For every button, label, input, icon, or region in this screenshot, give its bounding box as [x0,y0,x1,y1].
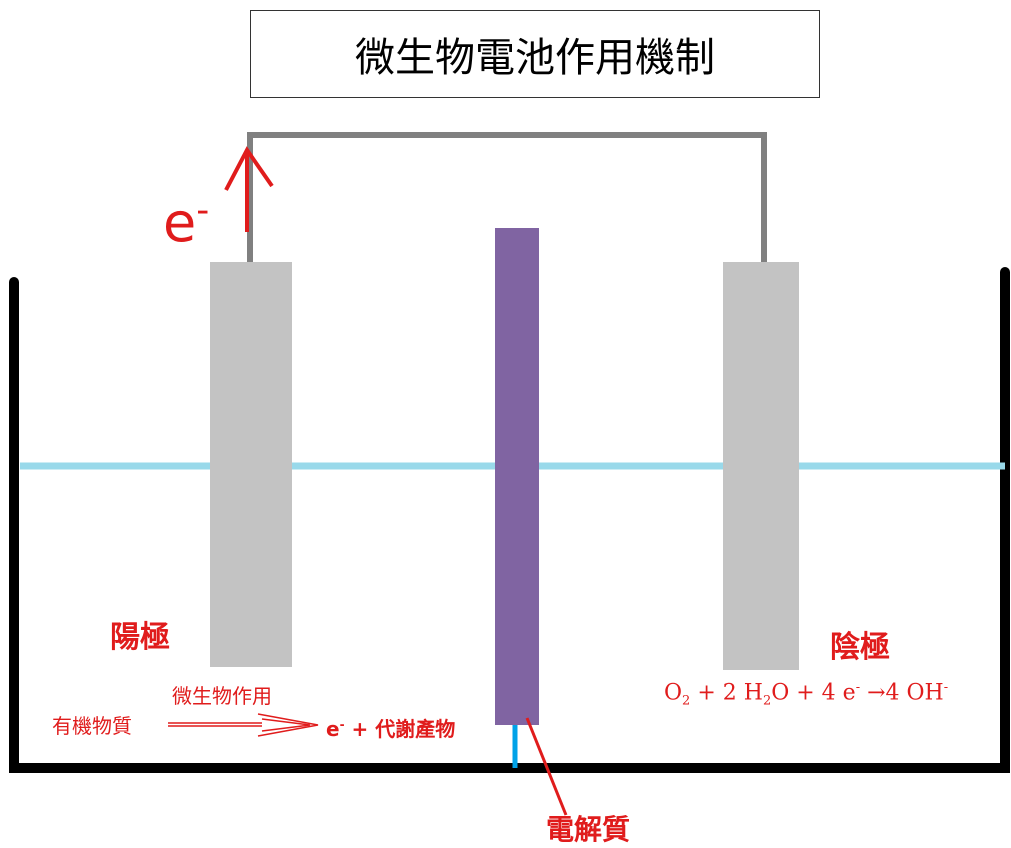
cathode-equation: O2 + 2 H2O + 4 e- →4 OH- [664,680,948,709]
electrolyte-membrane [495,228,539,725]
product-metabolites: + 代謝產物 [351,717,456,741]
eq-oh: →4 OH [860,680,944,706]
electron-flow-arrow [224,146,274,232]
electron-charge: - [196,190,210,231]
electron-label: e- [163,190,209,254]
cathode-electrode [723,262,799,670]
external-wire [247,132,767,262]
anode-electrode [210,262,292,667]
anode-label: 陽極 [110,620,170,655]
reaction-arrow [168,713,319,737]
eq-e-charge: - [855,680,861,695]
eq-oh-charge: - [943,680,949,695]
microbial-action-label: 微生物作用 [172,684,272,708]
eq-o-sub: 2 [682,693,691,709]
product-electron-charge: - [339,717,345,732]
reaction-products-label: e- + 代謝產物 [326,713,455,742]
eq-o-e: O + 4 e [771,680,856,706]
diagram-title: 微生物電池作用機制 [250,10,820,98]
container-outline [9,267,1010,773]
electron-symbol: e [163,191,197,254]
product-electron: e [326,717,340,741]
eq-h-sub: 2 [762,693,772,709]
electrolyte-label: 電解質 [546,813,631,846]
electrolyte-pointer [525,717,568,816]
organic-matter-label: 有機物質 [52,714,132,738]
eq-o: O [664,680,683,706]
eq-h: + 2 H [690,680,763,706]
title-text: 微生物電池作用機制 [355,35,715,81]
cathode-label: 陰極 [830,630,890,665]
